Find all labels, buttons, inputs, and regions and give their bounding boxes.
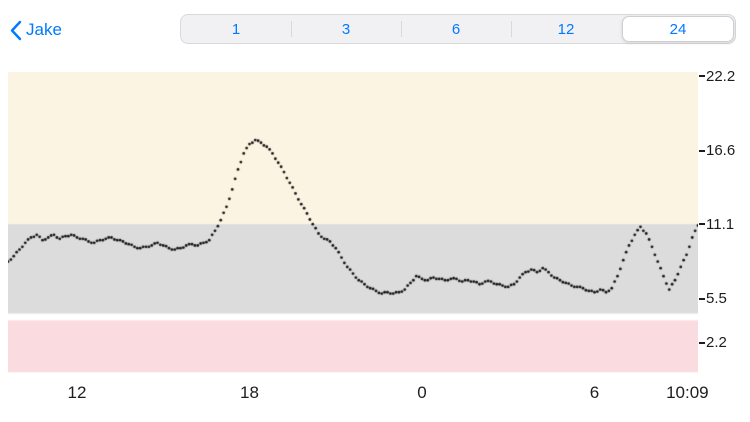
- y-tick-label: 16.6: [706, 142, 736, 160]
- chevron-left-icon: [10, 20, 22, 41]
- y-axis-tick: 11.1: [699, 215, 734, 233]
- x-tick-label: 6: [589, 383, 600, 402]
- back-button-label: Jake: [26, 20, 62, 39]
- time-range-option-3[interactable]: 3: [290, 15, 401, 43]
- y-axis-tick: 16.6: [699, 142, 735, 160]
- tick-mark: [699, 297, 705, 300]
- y-axis-tick: 2.2: [699, 334, 727, 352]
- segment-label: 12: [557, 20, 575, 38]
- glucose-chart: 22.2 16.6 11.1 5.5 2.2 12 18 0 6 10:09: [8, 68, 735, 402]
- tick-mark: [699, 223, 705, 226]
- time-range-option-1[interactable]: 1: [181, 15, 291, 43]
- tick-mark: [699, 149, 705, 152]
- time-range-option-24[interactable]: 24: [622, 16, 734, 42]
- time-range-segmented-control: 1 3 6 12 24: [180, 14, 736, 44]
- tick-mark: [699, 75, 705, 78]
- y-tick-label: 2.2: [706, 334, 727, 352]
- x-tick-label-current-time: 10:09: [666, 383, 709, 402]
- y-axis-tick: 22.2: [699, 67, 735, 85]
- y-tick-label: 5.5: [706, 290, 727, 308]
- y-tick-label: 22.2: [706, 67, 736, 85]
- segment-label: 3: [341, 20, 351, 38]
- time-range-option-6[interactable]: 6: [400, 15, 511, 43]
- y-tick-label: 11.1: [706, 215, 735, 233]
- segment-label: 24: [669, 20, 687, 38]
- x-tick-label: 12: [67, 383, 87, 402]
- glucose-plot-canvas: [8, 72, 698, 375]
- segment-label: 1: [231, 20, 241, 38]
- back-button[interactable]: Jake: [10, 16, 62, 44]
- x-tick-label: 18: [240, 383, 259, 402]
- x-tick-label: 0: [417, 383, 427, 402]
- y-axis-tick: 5.5: [699, 290, 727, 308]
- segment-label: 6: [451, 20, 461, 38]
- tick-mark: [699, 341, 705, 344]
- time-range-option-12[interactable]: 12: [510, 15, 621, 43]
